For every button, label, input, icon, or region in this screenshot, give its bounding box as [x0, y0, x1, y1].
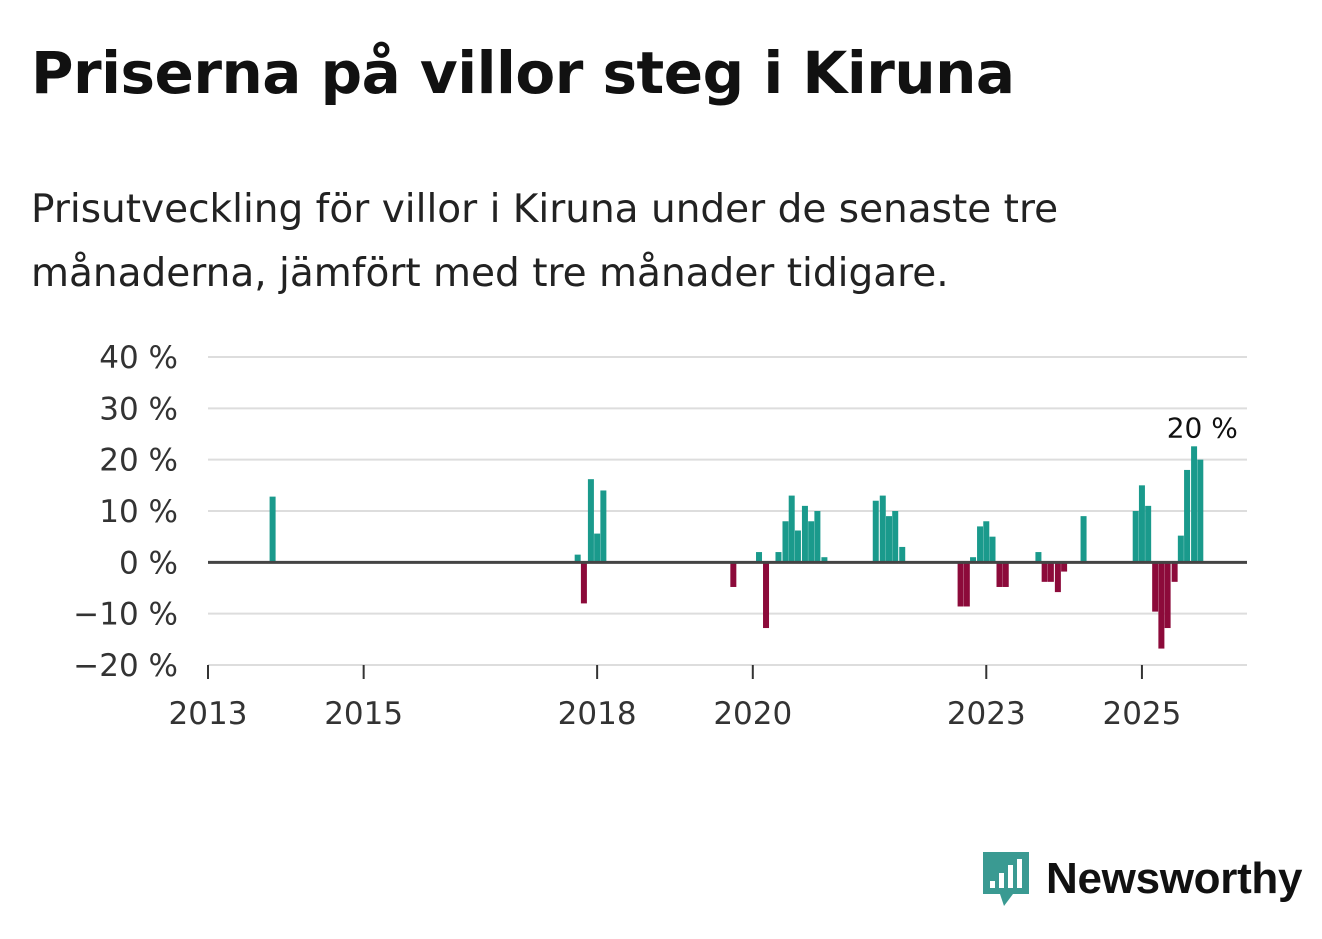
bar [730, 562, 737, 587]
y-tick-label: 40 % [99, 340, 178, 376]
x-tick-label: 2018 [558, 696, 637, 732]
bar [1035, 552, 1042, 563]
bar [1080, 516, 1087, 563]
brand-name: Newsworthy [1046, 854, 1303, 903]
bar [600, 490, 607, 563]
bar [580, 562, 587, 604]
bar [885, 516, 892, 563]
bar [587, 479, 594, 563]
bar [1158, 562, 1165, 649]
brand-logo: Newsworthy [980, 848, 1302, 910]
x-tick-label: 2015 [324, 696, 403, 732]
y-tick-label: 30 % [99, 391, 178, 427]
bar [1061, 562, 1068, 572]
bar [1054, 562, 1061, 593]
bar [1171, 562, 1178, 582]
y-tick-label: 0 % [119, 545, 178, 581]
y-tick-label: −10 % [73, 597, 178, 633]
bar [1041, 562, 1048, 582]
bar [756, 552, 763, 563]
newsworthy-logo-icon [983, 852, 1029, 906]
bar [1047, 562, 1054, 582]
bar [983, 521, 990, 563]
page-title: Priserna på villor steg i Kiruna [31, 39, 1015, 107]
bar [989, 536, 996, 563]
bar [963, 562, 970, 607]
bar [821, 557, 828, 563]
bar [1152, 562, 1159, 612]
bar [782, 521, 789, 563]
bar [1197, 459, 1204, 563]
bar [801, 505, 808, 563]
bar [1191, 446, 1198, 563]
bar [1164, 562, 1171, 629]
bar [1132, 511, 1139, 563]
bar [977, 526, 984, 563]
x-tick-label: 2020 [713, 696, 792, 732]
subtitle: Prisutveckling för villor i Kiruna under… [31, 187, 1059, 296]
bar [808, 521, 815, 563]
bar [879, 495, 886, 563]
bar [794, 530, 801, 563]
bar [1184, 469, 1191, 563]
bar [996, 562, 1003, 587]
bar [269, 496, 276, 563]
bar [814, 511, 821, 563]
bar [899, 546, 906, 563]
bar [1138, 485, 1145, 563]
bar [574, 554, 581, 563]
y-tick-label: −20 % [73, 648, 178, 684]
bar [1145, 505, 1152, 563]
bar [970, 557, 977, 563]
x-tick-label: 2025 [1102, 696, 1181, 732]
bar [957, 562, 964, 607]
y-tick-label: 10 % [99, 494, 178, 530]
bar [1002, 562, 1009, 587]
bar [594, 533, 601, 563]
bar [763, 562, 770, 629]
bar-chart: 40 % 30 % 20 % 10 % 0 % −10 % −20 % 2013 2015 201… [73, 340, 1247, 732]
bar [872, 500, 879, 563]
x-tick-label: 2013 [169, 696, 248, 732]
x-tick-label: 2023 [947, 696, 1026, 732]
bar [1177, 535, 1184, 563]
data-label: 20 % [1167, 412, 1238, 445]
bar [775, 552, 782, 563]
bar [788, 495, 795, 563]
bar [892, 511, 899, 563]
y-tick-label: 20 % [99, 443, 178, 479]
